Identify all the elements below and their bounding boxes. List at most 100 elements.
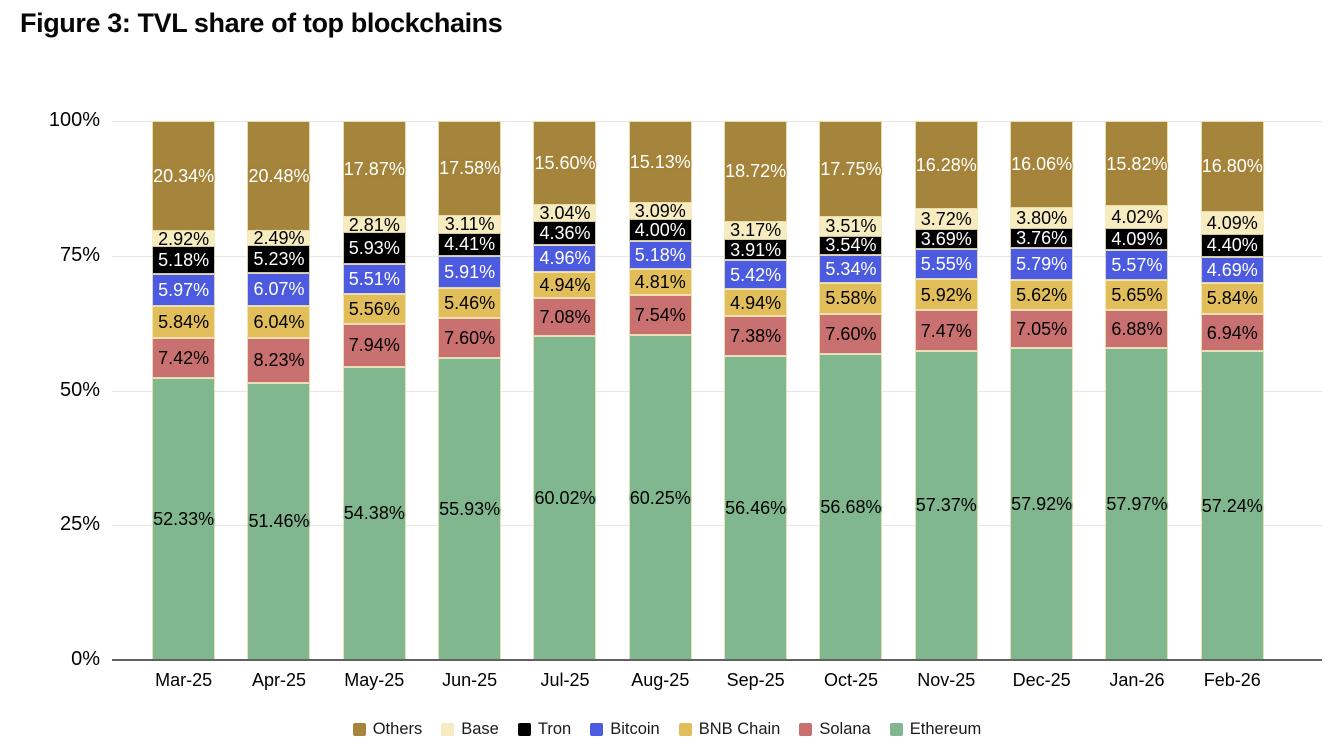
bar-segment-bitcoin: 5.51% [342,264,406,295]
segment-value-label-bnb-chain: 5.84% [1206,288,1258,309]
bar-segment-tron: 3.69% [914,228,978,249]
bar-segment-bitcoin: 5.57% [1105,249,1169,280]
segment-value-label-others: 20.48% [248,166,310,187]
bar-segment-base: 3.80% [1010,207,1074,229]
segment-value-label-others: 18.72% [725,161,787,182]
bar-segment-ethereum: 57.37% [914,350,978,660]
segment-value-label-solana: 7.38% [730,325,782,346]
bar-segment-ethereum: 56.46% [724,355,788,660]
bar-segment-bitcoin: 5.97% [152,274,216,307]
segment-value-label-bnb-chain: 5.62% [1016,284,1068,305]
bar-segment-others: 16.80% [1200,121,1264,212]
bar-segment-base: 3.17% [724,221,788,239]
segment-value-label-others: 15.60% [534,153,596,174]
x-axis-label-dec-25: Dec-25 [1012,670,1071,690]
segment-value-label-solana: 7.60% [825,323,877,344]
bar-segment-others: 18.72% [724,121,788,222]
bar-segment-base: 2.92% [152,228,216,249]
bar-segment-bnb-chain: 5.46% [438,288,502,318]
x-axis-label-sep-25: Sep-25 [726,670,785,690]
bar-column-feb-26: 16.80% 4.09% 4.40% 4.69% 5.84% 6.94% 57.24% [1185,121,1280,660]
segment-value-label-tron: 4.40% [1206,235,1258,256]
bar-column-jan-26: 15.82% 4.02% 4.09% 5.57% 5.65% 6.88% 57.97% [1089,121,1184,660]
segment-value-label-ethereum: 51.46% [248,511,310,532]
bar-column-jun-25: 17.58% 3.11% 4.41% 5.91% 5.46% 7.60% 55.93% [422,121,517,660]
stacked-bar-jun-25: 17.58% 3.11% 4.41% 5.91% 5.46% 7.60% 55.93% [438,121,502,660]
bar-segment-bnb-chain: 4.94% [533,271,597,299]
bar-segment-base: 2.49% [247,229,311,247]
bar-segment-solana: 6.94% [1200,314,1264,352]
legend-label-base: Base [461,720,499,738]
segment-value-label-tron: 3.91% [730,239,782,260]
segment-value-label-solana: 7.60% [444,328,496,348]
bar-segment-tron: 4.41% [438,232,502,257]
segment-value-label-base: 3.72% [920,208,972,229]
bar-segment-bitcoin: 6.07% [247,272,311,306]
legend-label-tron: Tron [537,720,572,738]
bar-segment-bnb-chain: 6.04% [247,305,311,339]
bar-segment-bnb-chain: 5.84% [1200,282,1264,315]
legend-swatch-ethereum [889,723,903,736]
bar-segment-bitcoin: 5.42% [724,260,788,290]
bar-segment-ethereum: 52.33% [152,377,216,660]
legend-swatch-others [352,723,366,736]
legend-swatch-bnb-chain [678,723,692,736]
segment-value-label-ethereum: 57.97% [1106,493,1168,514]
bar-segment-bnb-chain: 5.58% [819,283,883,314]
x-axis-label-oct-25: Oct-25 [823,670,878,690]
segment-value-label-bnb-chain: 5.65% [1111,285,1163,306]
plot-area: 0% 25% 50% 75% 100% 20.34% 2.92% 5.18% 5.97% 5.84… [49,109,1322,670]
segment-value-label-tron: 4.36% [539,223,591,244]
segment-value-label-bnb-chain: 5.46% [444,292,496,313]
bar-segment-base: 3.51% [819,216,883,237]
segment-value-label-bnb-chain: 4.94% [539,275,591,295]
bar-segment-base: 3.11% [438,215,502,233]
legend-label-bnb-chain: BNB Chain [698,720,781,738]
bar-segment-others: 17.58% [438,121,502,216]
stacked-bar-may-25: 17.87% 2.81% 5.93% 5.51% 5.56% 7.94% 54.38% [342,121,406,660]
bar-segment-bnb-chain: 5.92% [914,278,978,311]
bar-column-may-25: 17.87% 2.81% 5.93% 5.51% 5.56% 7.94% 54.38% [327,121,422,660]
segment-value-label-base: 3.51% [825,216,877,237]
bar-segment-ethereum: 57.97% [1105,347,1169,660]
segment-value-label-bnb-chain: 5.92% [920,284,972,305]
bar-column-oct-25: 17.75% 3.51% 3.54% 5.34% 5.58% 7.60% 56.68% [803,121,898,660]
segment-value-label-bnb-chain: 4.81% [634,271,686,292]
bar-segment-tron: 5.23% [247,244,311,273]
segment-value-label-ethereum: 60.25% [629,487,691,508]
segment-value-label-solana: 7.42% [158,347,210,368]
x-axis-label-nov-25: Nov-25 [917,670,976,690]
x-axis-label-may-25: May-25 [344,670,405,690]
segment-value-label-base: 4.02% [1111,207,1163,228]
x-axis-label-jun-25: Jun-25 [442,670,498,690]
gridline-75 [112,255,1322,257]
bar-segment-base: 4.02% [1105,206,1169,228]
legend-swatch-bitcoin [590,723,604,736]
x-axis-label-jul-25: Jul-25 [540,670,590,690]
segment-value-label-bnb-chain: 5.58% [825,288,877,309]
stacked-bar-apr-25: 20.48% 2.49% 5.23% 6.07% 6.04% 8.23% 51.46% [247,121,311,660]
segment-value-label-solana: 7.05% [1016,318,1068,339]
bar-segment-others: 15.13% [628,121,692,203]
segment-value-label-bitcoin: 5.34% [825,259,877,280]
bar-segment-ethereum: 56.68% [819,354,883,660]
x-axis-label-aug-25: Aug-25 [631,670,690,690]
y-axis-label-100: 100% [48,109,100,132]
segment-value-label-bitcoin: 5.97% [158,280,210,301]
segment-value-label-bnb-chain: 4.94% [730,292,782,313]
segment-value-label-bitcoin: 5.55% [920,253,972,274]
segment-value-label-base: 3.80% [1016,207,1068,228]
legend-item-bnb-chain: BNB Chain [678,720,781,739]
segment-value-label-base: 2.92% [158,228,210,249]
segment-value-label-tron: 5.18% [158,250,210,271]
segment-value-label-ethereum: 56.68% [820,497,882,518]
bar-column-dec-25: 16.06% 3.80% 3.76% 5.79% 5.62% 7.05% 57.92% [994,121,1089,660]
bar-column-sep-25: 18.72% 3.17% 3.91% 5.42% 4.94% 7.38% 56.46% [708,121,803,660]
bar-column-jul-25: 15.60% 3.04% 4.36% 4.96% 4.94% 7.08% 60.02% [517,121,612,660]
segment-value-label-ethereum: 57.37% [915,495,977,516]
bar-segment-others: 16.06% [1010,121,1074,208]
segment-value-label-ethereum: 56.46% [725,497,787,518]
segment-value-label-bnb-chain: 5.56% [348,299,400,320]
segment-value-label-others: 17.58% [439,158,501,179]
bar-segment-bnb-chain: 4.94% [724,289,788,316]
